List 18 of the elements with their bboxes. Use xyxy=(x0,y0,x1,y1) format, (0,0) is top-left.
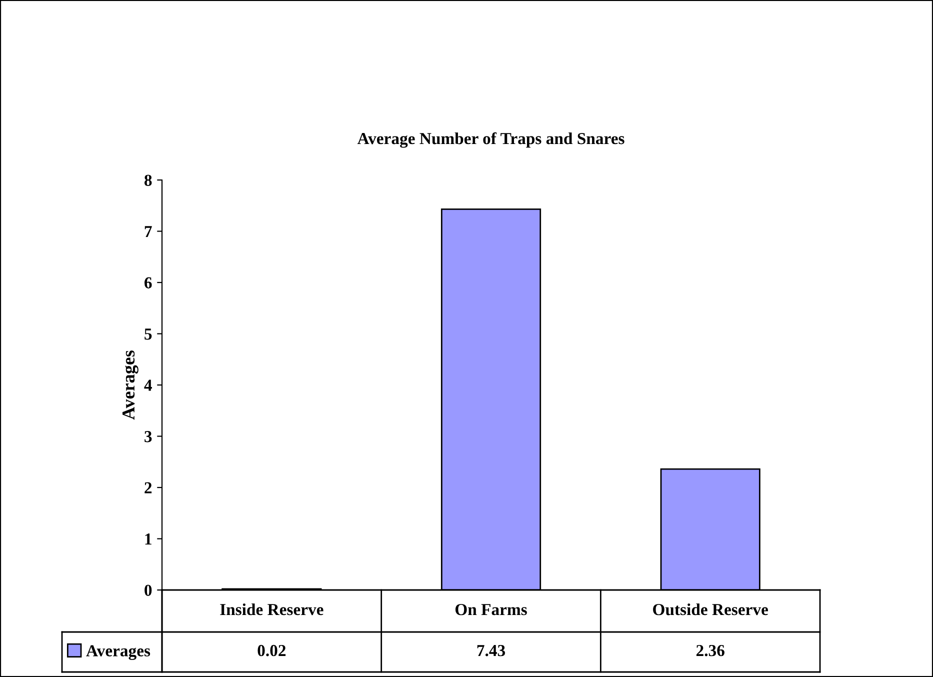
y-tick-label: 0 xyxy=(144,584,152,596)
y-axis-title: Averages xyxy=(122,350,138,420)
y-tick-label: 3 xyxy=(144,430,152,442)
y-tick-label: 4 xyxy=(144,380,152,391)
y-tick-label: 7 xyxy=(144,226,152,238)
x-tick-label: Inside Reserve xyxy=(220,603,324,616)
x-tick-label: On Farms xyxy=(455,604,527,616)
data-label: 2.36 xyxy=(696,644,724,656)
y-tick-label: 6 xyxy=(144,277,152,288)
y-tick-label: 5 xyxy=(144,328,152,340)
data-label: 7.43 xyxy=(477,644,506,656)
data-label: 0.02 xyxy=(258,644,286,656)
legend-label: Averages xyxy=(86,645,150,660)
y-tick-label: 8 xyxy=(144,174,152,186)
x-tick-label: Outside Reserve xyxy=(653,603,768,616)
chart-title: Average Number of Traps and Snares xyxy=(357,132,624,148)
y-tick-label: 2 xyxy=(144,482,152,494)
y-tick-label: 1 xyxy=(145,534,152,545)
